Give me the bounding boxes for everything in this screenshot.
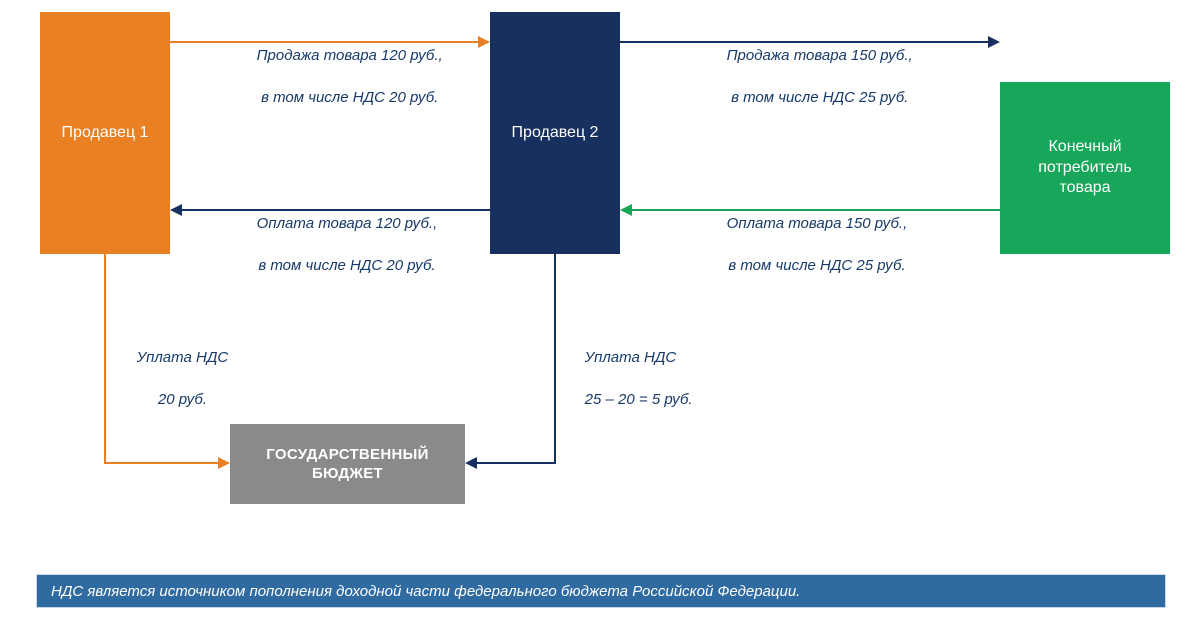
edge-pay2-label: Оплата товара 150 руб., в том числе НДС … [710,192,907,297]
node-budget-label: Государственный бюджет [266,445,428,484]
node-seller2-label: Продавец 2 [512,123,599,144]
node-budget: Государственный бюджет [230,424,465,504]
node-seller2: Продавец 2 [490,12,620,254]
footer-note: НДС является источником пополнения доход… [36,574,1166,608]
edge-vat2-label: Уплата НДС 25 – 20 = 5 руб. [568,326,693,431]
edge-sale1-label: Продажа товара 120 руб., в том числе НДС… [240,24,443,129]
footer-note-text: НДС является источником пополнения доход… [51,583,800,600]
node-seller1: Продавец 1 [40,12,170,254]
node-seller1-label: Продавец 1 [62,123,149,144]
edge-vat1-label: Уплата НДС 20 руб. [120,326,228,431]
node-consumer: Конечный потребитель товара [1000,82,1170,254]
edge-sale2-label: Продажа товара 150 руб., в том числе НДС… [710,24,913,129]
edge-pay1-label: Оплата товара 120 руб., в том числе НДС … [240,192,437,297]
node-consumer-label: Конечный потребитель товара [1038,137,1131,199]
diagram-canvas: Продавец 1 Продавец 2 Конечный потребите… [0,0,1200,630]
